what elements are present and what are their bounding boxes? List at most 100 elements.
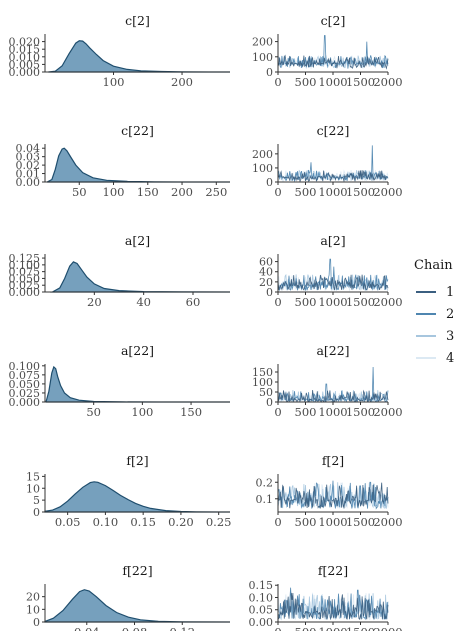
density-5-y-tick-label: 10 — [26, 603, 40, 616]
trace-0-x-tick-label: 1000 — [318, 75, 347, 89]
density-2-x-tick-label: 60 — [186, 295, 201, 309]
density-0-y-tick-label: 0.005 — [9, 58, 41, 71]
trace-2-x-tick-label: 0 — [274, 295, 281, 309]
legend-item-2: 2 — [412, 303, 470, 325]
trace-3-x-tick-label: 2000 — [373, 405, 402, 419]
trace-4-x-tick-label: 500 — [295, 515, 317, 529]
density-area-4 — [44, 481, 230, 513]
trace-5-x-tick-label: 500 — [295, 625, 317, 631]
trace-4-x-tick-label: 1000 — [318, 515, 347, 529]
trace-4-x-tick-label: 1500 — [346, 515, 375, 529]
trace-4-x-tick-label: 2000 — [373, 515, 402, 529]
trace-line-4-chain-2 — [277, 480, 389, 510]
density-0-x-tick-label: 100 — [103, 75, 125, 89]
density-3-x-tick-label: 100 — [131, 405, 153, 419]
trace-panel-title-0: c[2] — [321, 13, 346, 28]
trace-line-4-chain-1 — [277, 482, 389, 509]
trace-2-x-tick-label: 500 — [295, 295, 317, 309]
trace-4-y-tick-label: 0.2 — [256, 476, 274, 489]
trace-line-0-chain-1 — [277, 54, 389, 70]
density-3-y-tick-label: 0.075 — [9, 369, 41, 382]
legend-swatch-3 — [416, 335, 436, 337]
trace-2-y-tick-label: 0 — [266, 286, 273, 299]
trace-0-x-tick-label: 1500 — [346, 75, 375, 89]
density-2-x-tick-label: 40 — [136, 295, 151, 309]
density-area-3 — [45, 365, 230, 403]
trace-0-y-tick-label: 200 — [252, 36, 273, 49]
density-1-y-tick-label: 0.04 — [16, 142, 41, 155]
trace-3-x-tick-label: 1000 — [318, 405, 347, 419]
density-5-y-tick-label: 0 — [33, 616, 40, 629]
density-1-x-tick-label: 100 — [103, 185, 125, 199]
density-0-x-tick-label: 200 — [171, 75, 193, 89]
trace-1-x-tick-label: 1000 — [318, 185, 347, 199]
density-3-y-tick-label: 0.025 — [9, 387, 41, 400]
legend-swatch-1 — [416, 291, 436, 293]
legend-title: Chain — [414, 258, 453, 273]
density-5-x-tick-label: 0.08 — [122, 625, 148, 631]
trace-3-x-tick-label: 500 — [295, 405, 317, 419]
density-2-y-tick-label: 0.075 — [9, 266, 41, 279]
trace-line-5-chain-1 — [277, 592, 389, 621]
trace-line-2-chain-1 — [277, 274, 389, 291]
density-3-y-tick-label: 0.100 — [9, 360, 41, 373]
trace-5-x-tick-label: 1500 — [346, 625, 375, 631]
trace-panel-title-2: a[2] — [320, 233, 345, 248]
density-0-y-tick-label: 0.020 — [9, 36, 41, 49]
trace-1-x-tick-label: 1500 — [346, 185, 375, 199]
density-2-x-tick-label: 20 — [87, 295, 102, 309]
trace-5-y-tick-label: 0.10 — [249, 591, 274, 604]
density-3-y-tick-label: 0.000 — [9, 396, 41, 409]
trace-1-y-tick-label: 0 — [266, 176, 273, 189]
trace-panel-title-5: f[22] — [318, 563, 348, 578]
trace-2-x-tick-label: 1500 — [346, 295, 375, 309]
trace-1-y-tick-label: 200 — [252, 148, 273, 161]
trace-5-y-tick-label: 0.05 — [249, 604, 274, 617]
density-3-x-tick-label: 150 — [180, 405, 202, 419]
trace-0-x-tick-label: 500 — [295, 75, 317, 89]
trace-panel-title-4: f[2] — [322, 453, 344, 468]
density-area-0 — [48, 40, 230, 73]
trace-2-y-tick-label: 60 — [259, 256, 273, 269]
trace-panel-title-3: a[22] — [316, 343, 349, 358]
trace-3-y-tick-label: 100 — [252, 376, 273, 389]
legend-item-1: 1 — [412, 281, 470, 303]
density-1-x-tick-label: 50 — [72, 185, 87, 199]
density-5-x-tick-label: 0.12 — [169, 625, 195, 631]
density-1-y-tick-label: 0.02 — [16, 159, 41, 172]
trace-4-y-tick-label: 0.1 — [256, 493, 274, 506]
trace-2-x-tick-label: 1000 — [318, 295, 347, 309]
density-4-y-tick-label: 0 — [33, 506, 40, 519]
trace-3-x-tick-label: 1500 — [346, 405, 375, 419]
trace-0-x-tick-label: 0 — [274, 75, 281, 89]
trace-5-x-tick-label: 2000 — [373, 625, 402, 631]
trace-5-x-tick-label: 0 — [274, 625, 281, 631]
density-2-y-tick-label: 0.025 — [9, 279, 41, 292]
trace-3-y-tick-label: 0 — [266, 396, 273, 409]
density-5-x-tick-label: 0.04 — [74, 625, 100, 631]
legend-swatch-4 — [416, 357, 436, 359]
trace-1-x-tick-label: 0 — [274, 185, 281, 199]
chain-legend: Chain 1 2 3 4 — [412, 258, 470, 369]
trace-5-y-tick-label: 0.00 — [249, 616, 274, 629]
trace-3-y-tick-label: 50 — [259, 386, 273, 399]
density-1-y-tick-label: 0.00 — [16, 176, 41, 189]
trace-0-y-tick-label: 0 — [266, 66, 273, 79]
density-2-y-tick-label: 0.100 — [9, 259, 41, 272]
density-4-y-tick-label: 10 — [26, 482, 40, 495]
density-panel-title-4: f[2] — [126, 453, 148, 468]
density-1-x-tick-label: 150 — [137, 185, 159, 199]
legend-swatch-2 — [416, 313, 436, 315]
density-4-x-tick-label: 0.25 — [206, 515, 232, 529]
density-1-x-tick-label: 200 — [171, 185, 193, 199]
density-2-y-tick-label: 0.050 — [9, 272, 41, 285]
density-panel-title-0: c[2] — [125, 13, 150, 28]
density-4-x-tick-label: 0.15 — [130, 515, 156, 529]
legend-label-1: 1 — [446, 284, 455, 300]
density-4-x-tick-label: 0.20 — [168, 515, 194, 529]
legend-item-3: 3 — [412, 325, 470, 347]
density-4-y-tick-label: 5 — [33, 494, 40, 507]
trace-1-y-tick-label: 100 — [252, 162, 273, 175]
trace-2-y-tick-label: 40 — [259, 266, 273, 279]
